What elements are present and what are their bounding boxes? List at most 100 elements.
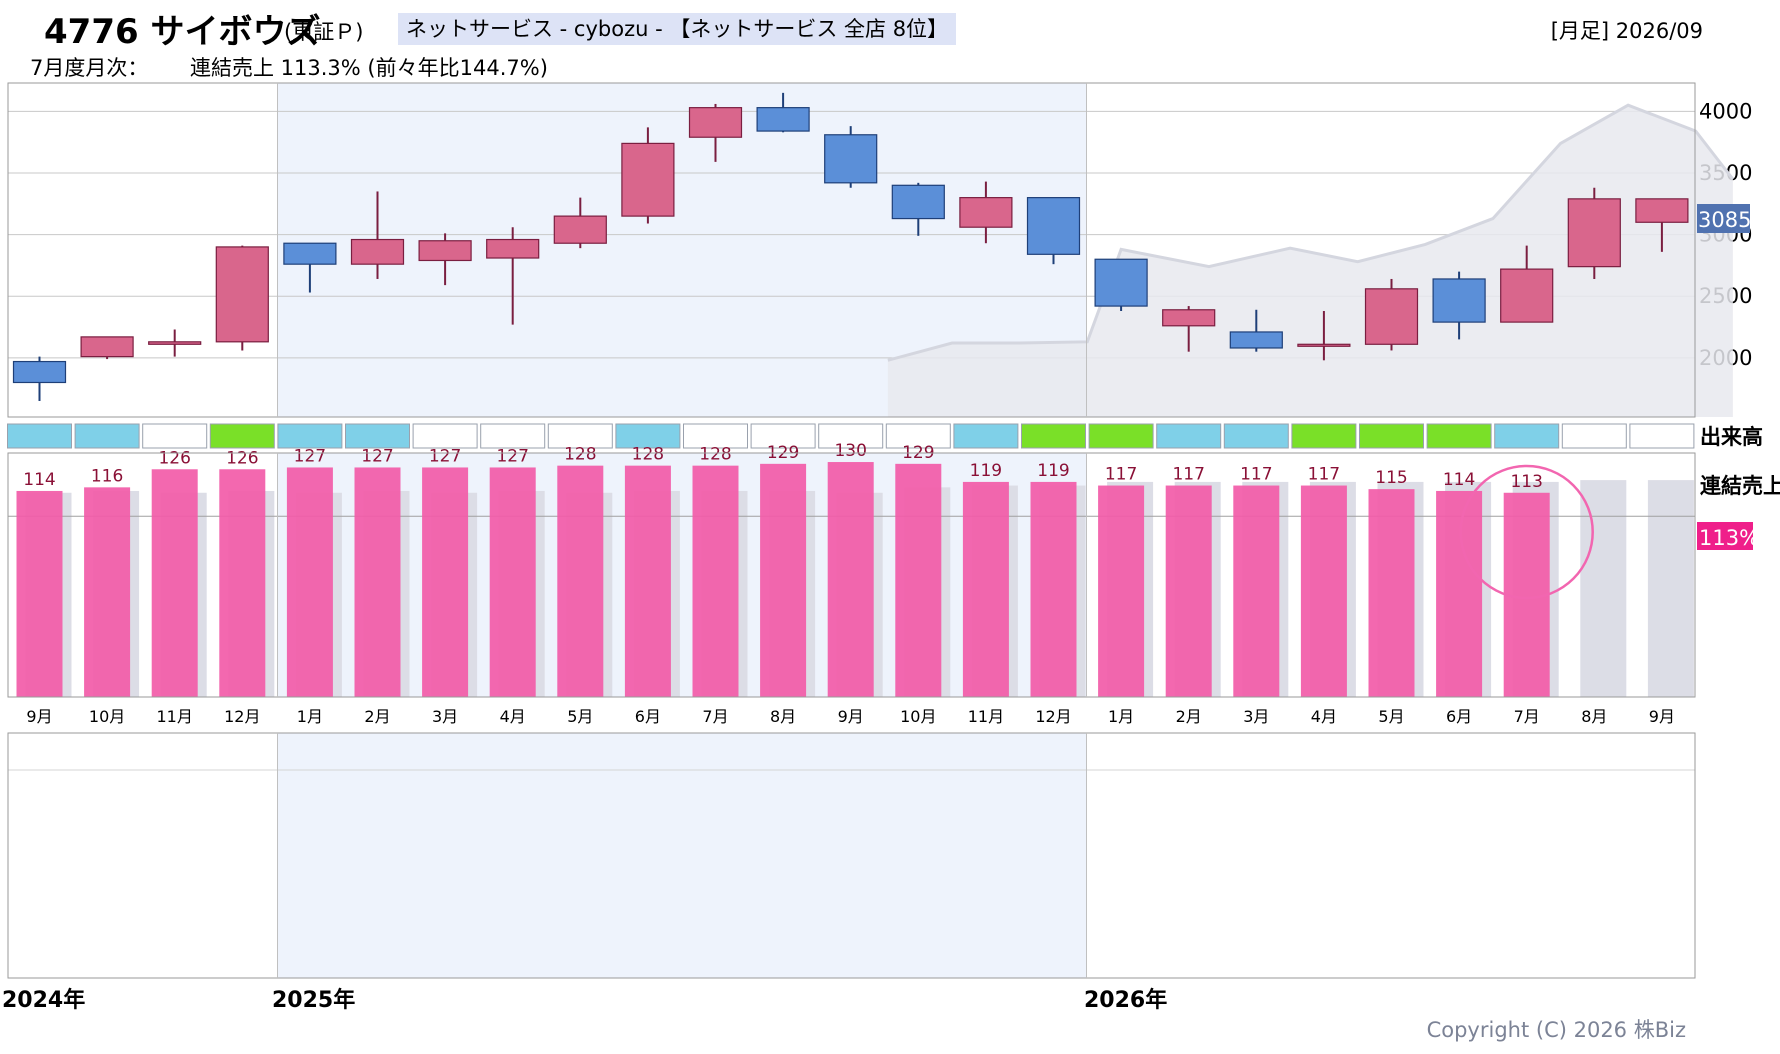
month-label: 2月 — [1176, 707, 1202, 726]
volume-cell — [1629, 423, 1695, 449]
panel-border — [7, 82, 1696, 418]
month-label: 8月 — [770, 707, 796, 726]
year-band — [277, 453, 1087, 697]
sales-value-label: 130 — [834, 441, 866, 461]
volume-cell — [818, 423, 884, 449]
volume-cell — [547, 423, 613, 449]
month-label: 12月 — [224, 707, 260, 726]
prev-year-bar — [1580, 480, 1627, 697]
sales-value-label: 114 — [1443, 470, 1475, 490]
sales-label: 連結売上 — [1700, 474, 1780, 498]
volume-cell — [1359, 423, 1424, 449]
volume-cell — [142, 423, 208, 449]
volume-cell — [615, 423, 681, 449]
sales-bar — [1098, 485, 1145, 697]
panel-border — [7, 452, 1696, 698]
volume-cell — [683, 423, 748, 449]
candle-body — [1567, 198, 1621, 268]
period-label: [月足] 2026/09 — [1550, 19, 1703, 43]
candle-body — [1432, 278, 1486, 323]
sales-value-label: 115 — [1375, 468, 1407, 488]
sales-bar — [1503, 492, 1550, 697]
candle-body — [1297, 343, 1351, 347]
candle-body — [486, 238, 540, 259]
candle-body — [756, 107, 810, 132]
sales-value-label: 117 — [1308, 465, 1340, 485]
sales-value-label: 127 — [361, 446, 393, 466]
sales-bar — [84, 487, 131, 697]
monthly-report-value: 連結売上 113.3% (前々年比144.7%) — [190, 56, 548, 80]
sales-value-label: 113 — [1510, 472, 1542, 492]
volume-label: 出来高 — [1700, 425, 1763, 449]
month-label: 2月 — [364, 707, 390, 726]
year-label: 2026年 — [1084, 987, 1167, 1013]
comparison-line — [887, 103, 1735, 362]
month-label: 11月 — [968, 707, 1004, 726]
candle-body — [1094, 258, 1148, 307]
sales-value-label: 117 — [1172, 465, 1204, 485]
volume-cell — [277, 423, 343, 449]
candle-body — [621, 142, 675, 217]
year-label: 2024年 — [2, 987, 85, 1013]
highlight-circle — [1459, 464, 1594, 600]
volume-cell — [412, 423, 478, 449]
sales-badge — [1697, 522, 1753, 550]
candle-body — [553, 215, 607, 244]
candle-body — [824, 134, 878, 184]
month-label: 4月 — [500, 707, 526, 726]
candle-body — [350, 238, 405, 265]
volume-cell — [1494, 423, 1560, 449]
month-label: 9月 — [26, 707, 52, 726]
sales-bar — [624, 465, 671, 697]
volume-cell — [7, 423, 72, 449]
sales-bar — [489, 467, 536, 697]
sales-bar — [760, 463, 807, 697]
sales-value-label: 128 — [632, 445, 664, 465]
candle-body — [80, 336, 134, 358]
candle-body — [891, 184, 945, 220]
sales-value-label: 114 — [23, 470, 55, 490]
sales-bar — [151, 469, 198, 697]
sales-bar — [219, 469, 266, 697]
volume-cell — [209, 423, 275, 449]
candle-body — [418, 240, 472, 262]
volume-cell — [1021, 423, 1086, 449]
panel-border — [7, 732, 1696, 979]
candle-body — [1364, 288, 1419, 345]
sales-value-label: 127 — [496, 446, 528, 466]
monthly-report-label: 7月度月次： — [30, 56, 149, 80]
month-label: 3月 — [1243, 707, 1269, 726]
candle-body — [1635, 198, 1689, 223]
volume-cell — [885, 423, 951, 449]
candle-body — [12, 360, 67, 384]
sales-bar — [1233, 485, 1280, 697]
sales-value-label: 119 — [1037, 461, 1069, 481]
sales-bar — [827, 462, 874, 697]
volume-cell — [480, 423, 546, 449]
volume-cell — [1291, 423, 1357, 449]
candle-body — [215, 246, 269, 343]
sales-value-label: 126 — [226, 448, 258, 468]
month-label: 1月 — [1108, 707, 1134, 726]
sales-value-label: 116 — [91, 466, 123, 486]
sales-bar — [962, 481, 1009, 697]
sales-bar — [354, 467, 401, 697]
sales-bar — [1368, 489, 1415, 697]
volume-cell — [1426, 423, 1492, 449]
month-label: 7月 — [1514, 707, 1540, 726]
candle-body — [1229, 331, 1283, 349]
sales-value-label: 127 — [294, 446, 326, 466]
month-label: 6月 — [1446, 707, 1472, 726]
volume-cell — [1561, 423, 1627, 449]
month-label: 10月 — [89, 707, 125, 726]
month-label: 10月 — [900, 707, 936, 726]
candle-body — [148, 341, 202, 345]
candle-body — [959, 197, 1013, 228]
month-label: 5月 — [1378, 707, 1404, 726]
sales-value-label: 127 — [429, 446, 461, 466]
month-label: 9月 — [1649, 707, 1675, 726]
y-tick-label: 4000 — [1699, 99, 1752, 123]
sector-tag[interactable]: ネットサービス - cybozu - 【ネットサービス 全店 8位】 — [398, 13, 957, 45]
month-label: 3月 — [432, 707, 458, 726]
